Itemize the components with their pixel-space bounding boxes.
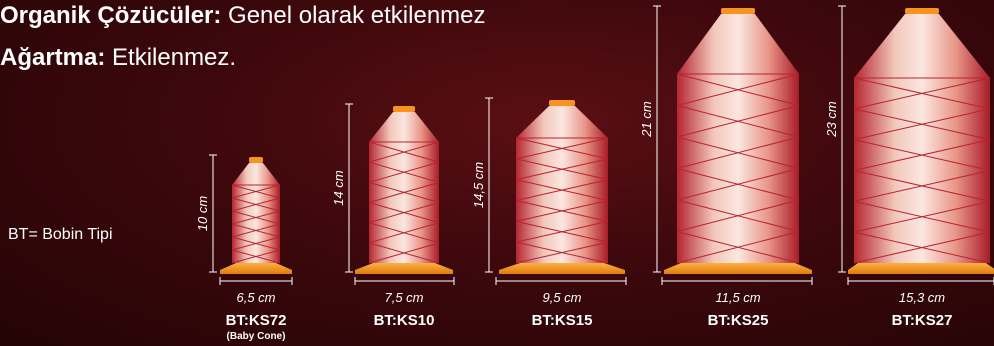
spool-base <box>220 263 292 274</box>
winding-line <box>368 202 440 224</box>
thread-cone <box>854 14 990 263</box>
winding-line <box>368 181 440 203</box>
winding-line <box>368 141 440 163</box>
winding-line <box>515 200 609 222</box>
winding-line <box>515 220 609 243</box>
height-label: 23 cm <box>824 101 839 138</box>
winding-line <box>515 137 609 160</box>
winding-line <box>853 108 991 141</box>
winding-line <box>853 231 991 264</box>
spool-btks72: 10 cm <box>195 154 293 285</box>
bleach-value: Etkilenmez. <box>105 44 237 71</box>
winding-line <box>515 241 609 264</box>
organic-solvents-label: Organik Çözücüler: <box>0 2 222 29</box>
spool-base <box>848 263 994 274</box>
organic-solvents-line: Organik Çözücüler: Genel olarak etkilenm… <box>0 2 486 30</box>
thread-cone <box>516 106 608 263</box>
bleach-line: Ağartma: Etkilenmez. <box>0 44 236 72</box>
spool-base <box>355 263 453 274</box>
winding-line <box>231 197 281 212</box>
winding-line <box>231 236 281 251</box>
spool-code-label: BT:KS72 <box>225 312 287 329</box>
height-label: 14,5 cm <box>471 162 486 208</box>
spool-cap <box>905 8 939 14</box>
spool-code-label: BT:KS15 <box>531 312 593 329</box>
winding-line <box>368 161 440 183</box>
spool-code-label: BT:KS25 <box>707 312 769 329</box>
spool-sub-label: (Baby Cone) <box>226 331 286 342</box>
winding-line <box>853 170 991 202</box>
spool-btks25: 21 cm <box>639 5 813 285</box>
winding-line <box>231 249 281 264</box>
winding-line <box>231 210 281 225</box>
spool-cap <box>393 106 415 112</box>
spool-cap <box>249 157 263 163</box>
winding-line <box>676 231 800 264</box>
legend-bt: BT= Bobin Tipi <box>8 226 113 243</box>
height-label: 14 cm <box>331 170 346 206</box>
winding-line <box>515 179 609 201</box>
spool-btks15: 14,5 cm <box>471 97 627 285</box>
height-label: 10 cm <box>195 196 210 232</box>
spool-code-label: BT:KS27 <box>891 312 953 329</box>
winding-line <box>368 222 440 244</box>
winding-line <box>853 139 991 171</box>
winding-line <box>515 158 609 181</box>
spool-btks27: 23 cm <box>824 5 994 285</box>
spool-base <box>499 263 625 274</box>
winding-line <box>231 184 281 199</box>
winding-line <box>676 199 800 232</box>
winding-line <box>368 242 440 264</box>
spool-base <box>664 263 812 274</box>
winding-line <box>676 73 800 106</box>
winding-line <box>231 223 281 238</box>
thread-cone <box>369 112 439 263</box>
winding-line <box>853 200 991 233</box>
bleach-label: Ağartma: <box>0 44 106 71</box>
width-label: 6,5 cm <box>236 290 276 305</box>
winding-line <box>676 105 800 138</box>
width-label: 11,5 cm <box>715 290 761 305</box>
spool-btks10: 14 cm <box>331 103 455 285</box>
spool-code-label: BT:KS10 <box>373 312 435 329</box>
spool-cap <box>549 100 575 106</box>
width-label: 15,3 cm <box>898 290 946 305</box>
winding-line <box>676 136 800 169</box>
width-label: 9,5 cm <box>542 290 582 305</box>
winding-line <box>676 168 800 201</box>
width-label: 7,5 cm <box>384 290 424 305</box>
thread-cone <box>677 14 799 263</box>
organic-solvents-value: Genel olarak etkilenmez <box>221 2 486 29</box>
height-label: 21 cm <box>639 101 654 138</box>
spool-cap <box>721 8 755 14</box>
winding-line <box>853 77 991 110</box>
